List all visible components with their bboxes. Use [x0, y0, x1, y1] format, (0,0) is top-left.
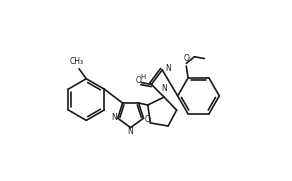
Text: N: N [161, 85, 167, 93]
Text: O: O [145, 115, 150, 124]
Text: N: N [127, 127, 133, 136]
Text: CH₃: CH₃ [69, 57, 84, 66]
Text: N: N [111, 113, 117, 122]
Text: H: H [141, 74, 146, 80]
Text: O: O [135, 76, 141, 85]
Text: N: N [165, 64, 171, 73]
Text: O: O [183, 54, 189, 63]
